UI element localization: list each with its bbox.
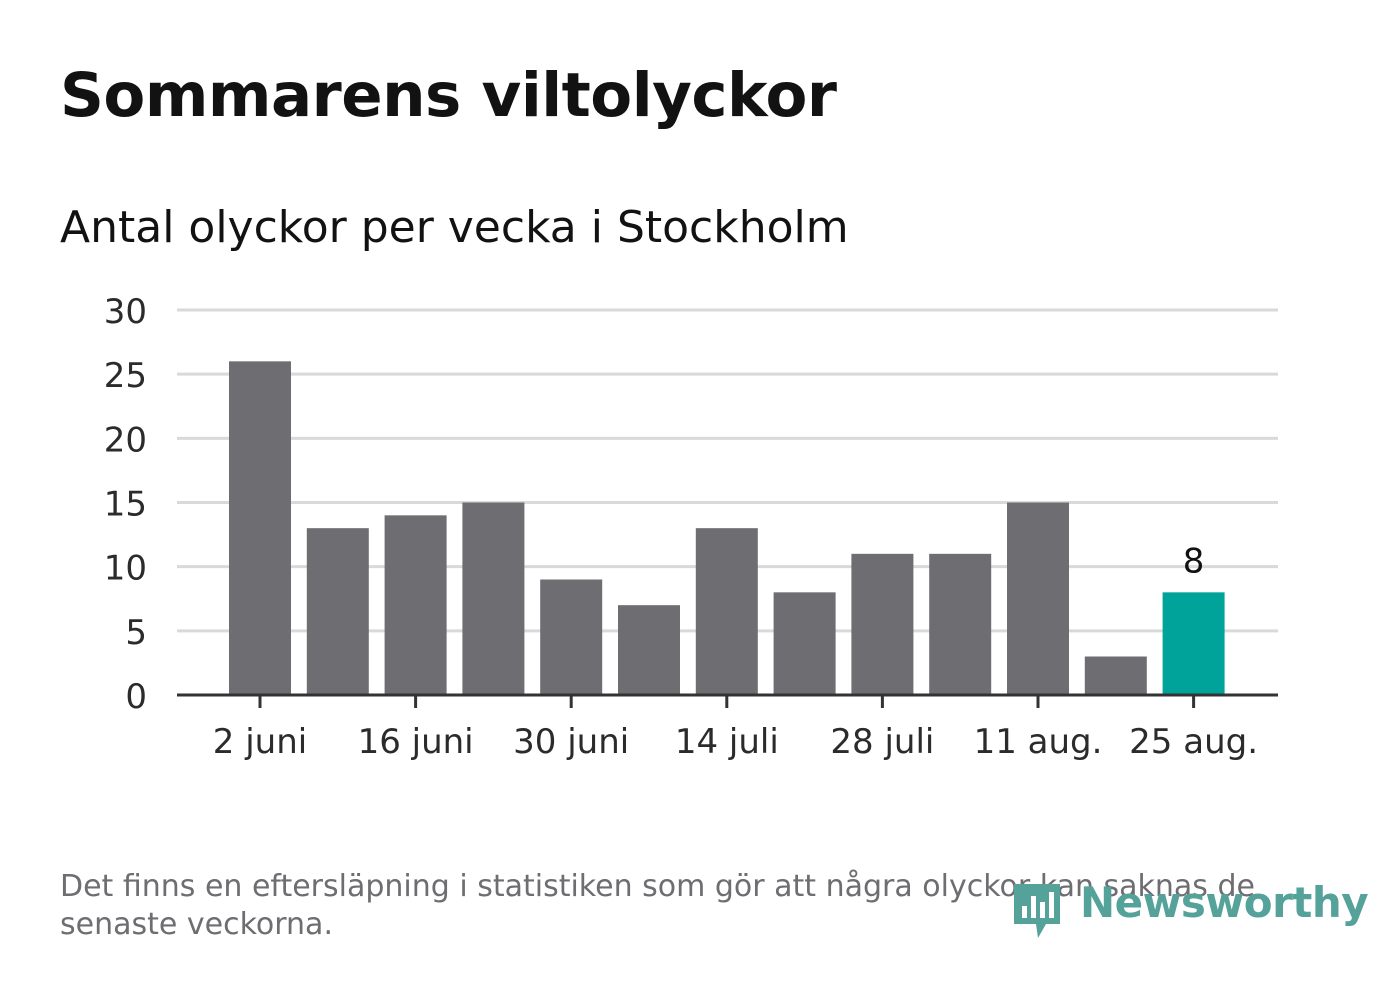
bar (1007, 502, 1069, 695)
bar (462, 502, 525, 695)
bar (384, 515, 447, 695)
y-tick-label: 30 (104, 292, 147, 332)
x-tick-label: 30 juni (513, 722, 629, 762)
bar (929, 553, 992, 695)
x-tick-label: 11 aug. (974, 722, 1103, 762)
bar (618, 605, 680, 695)
y-tick-label: 10 (104, 549, 147, 589)
y-tick-label: 25 (104, 356, 147, 396)
data-label: 8 (1183, 541, 1205, 581)
y-tick-label: 15 (104, 485, 147, 525)
chart-title: Sommarens viltolyckor (60, 60, 837, 131)
x-tick-label: 2 juni (213, 722, 307, 762)
chart-subtitle: Antal olyckor per vecka i Stockholm (60, 202, 849, 253)
bar (1162, 592, 1225, 695)
bar-chart: 0 5 10 15 20 25 30 2 juni 16 juni 30 juni 14 juli 2… (104, 292, 1278, 762)
x-tick-label: 14 juli (675, 722, 779, 762)
bar (773, 592, 836, 695)
axes (177, 693, 1278, 708)
labels: 0 5 10 15 20 25 30 2 juni 16 juni 30 juni 14 juli 2… (104, 292, 1258, 762)
y-tick-label: 20 (104, 420, 147, 460)
bar (1084, 656, 1147, 695)
bars (229, 361, 1225, 695)
bar (695, 528, 758, 695)
bar (306, 528, 369, 695)
bar (851, 553, 914, 695)
x-tick-label: 16 juni (358, 722, 474, 762)
x-tick-label: 25 aug. (1129, 722, 1258, 762)
bar (540, 579, 603, 695)
y-tick-label: 5 (125, 613, 147, 653)
y-tick-label: 0 (125, 677, 147, 717)
bar-chart-speech-bubble-icon (1014, 884, 1060, 938)
x-tick-label: 28 juli (830, 722, 934, 762)
logo-text: Newsworthy (1080, 878, 1369, 927)
bar (229, 361, 291, 695)
newsworthy-logo: Newsworthy (1012, 878, 1369, 942)
